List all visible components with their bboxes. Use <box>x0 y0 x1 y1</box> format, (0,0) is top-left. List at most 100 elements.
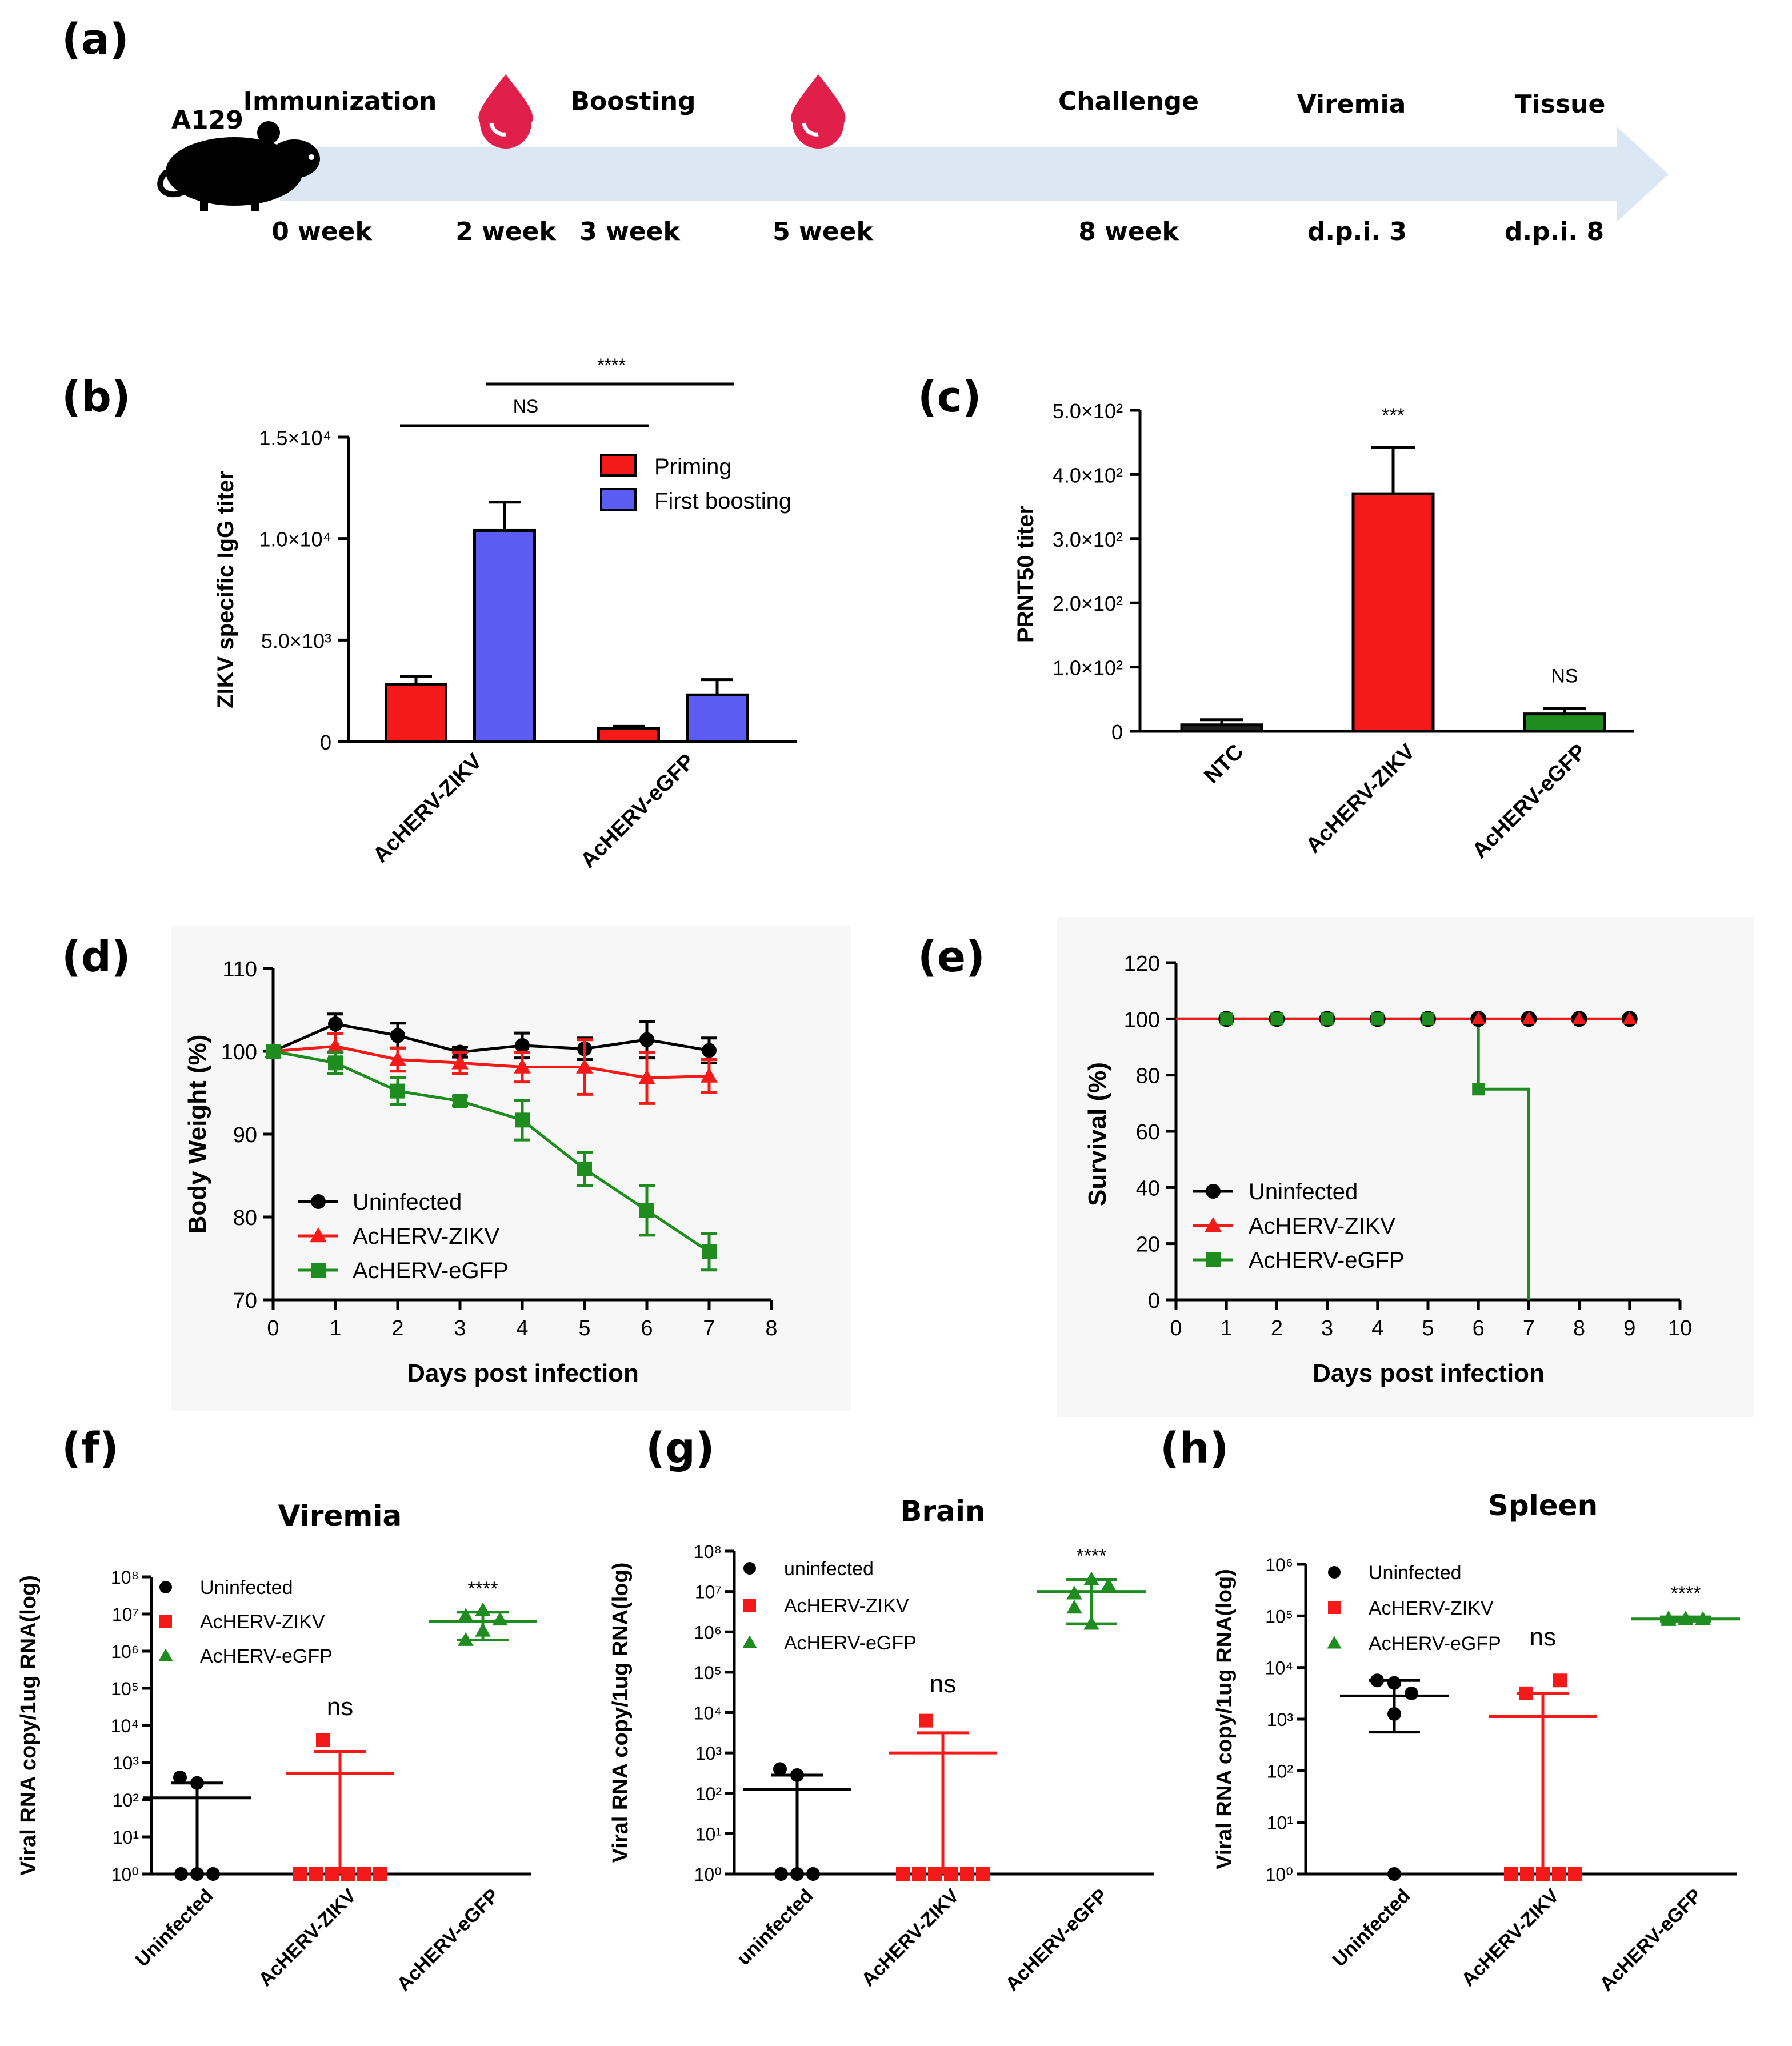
data-point <box>1083 1616 1099 1630</box>
data-point <box>1519 1686 1533 1700</box>
legend-label: Uninfected <box>200 1577 293 1599</box>
data-point <box>919 1713 933 1728</box>
event-label-immunization: Immunization <box>243 87 437 116</box>
y-tick-label: 10⁴ <box>111 1716 139 1736</box>
bar <box>597 727 660 743</box>
significance-label: NS <box>513 396 538 417</box>
data-point <box>515 1112 530 1128</box>
x-tick-label: 2 <box>391 1316 403 1340</box>
legend-label: AcHERV-eGFP <box>784 1632 917 1654</box>
bar <box>1180 723 1263 733</box>
data-point <box>1387 1676 1401 1690</box>
significance-label: *** <box>1382 405 1405 426</box>
data-point <box>702 1043 717 1058</box>
chart-f-viremia: Viremia 10⁰ 10¹ 10² 10³ 10⁴ 10⁵ 10⁶ 10⁷ 10⁸ Viral … <box>17 1499 537 1995</box>
y-tick-label: 10⁷ <box>695 1582 722 1603</box>
x-tick-label: AcHERV-eGFP <box>1467 740 1591 863</box>
y-tick-label: 10³ <box>1267 1709 1294 1730</box>
y-axis-title: PRNT50 titer <box>1013 506 1038 643</box>
panel-label-b: (b) <box>62 373 131 422</box>
panel-label-d: (d) <box>62 932 131 982</box>
legend-label: AcHERV-ZIKV <box>1369 1597 1494 1619</box>
data-point <box>458 1608 474 1622</box>
series-line <box>272 1022 710 1054</box>
bar <box>473 528 536 743</box>
data-point <box>475 1623 491 1637</box>
x-tick-label: uninfected <box>733 1885 817 1969</box>
legend-label: AcHERV-ZIKV <box>1249 1214 1395 1239</box>
data-point <box>806 1867 820 1881</box>
x-tick-label: 8 <box>1573 1316 1585 1340</box>
x-tick-label: 8 <box>765 1316 777 1340</box>
x-tick-label: AcHERV-eGFP <box>576 750 699 873</box>
y-tick-label: 10⁵ <box>1265 1606 1293 1627</box>
x-tick-label: AcHERV-ZIKV <box>1457 1885 1563 1991</box>
x-tick-label: AcHERV-eGFP <box>1595 1885 1706 1995</box>
data-point <box>912 1867 926 1881</box>
x-tick-label: 10 <box>1668 1316 1692 1340</box>
x-axis-title: Days post infection <box>407 1359 639 1387</box>
data-point <box>1471 1011 1486 1024</box>
legend-marker <box>310 1227 327 1243</box>
legend-label: AcHERV-eGFP <box>353 1258 509 1283</box>
data-point <box>357 1867 371 1881</box>
y-tick-label: 10² <box>695 1784 722 1804</box>
data-point <box>928 1867 942 1881</box>
data-point <box>1521 1011 1537 1024</box>
data-point <box>896 1867 910 1881</box>
legend-label: AcHERV-eGFP <box>1369 1633 1501 1655</box>
bar <box>385 683 447 743</box>
data-point <box>328 1055 343 1071</box>
x-tick-label: 6 <box>641 1316 653 1340</box>
data-point <box>515 1038 530 1053</box>
chart-g-brain: Brain 10⁰ 10¹ 10² 10³ 10⁴ 10⁵ 10⁶ 10⁷ 10⁸ Viral RN… <box>609 1495 1154 1995</box>
data-point <box>774 1867 788 1881</box>
y-tick-label: 90 <box>233 1123 257 1147</box>
data-point <box>1270 1012 1283 1026</box>
y-tick-label: 1.0×10² <box>1053 656 1123 680</box>
timeline: A129 Immunization Boosting Challenge Vir… <box>157 74 1669 246</box>
data-point <box>638 1069 655 1084</box>
x-tick-label: 3 <box>454 1316 466 1340</box>
x-tick-label: 5 <box>1422 1316 1434 1340</box>
event-label-tissue: Tissue <box>1515 90 1606 119</box>
bar <box>1351 492 1435 733</box>
chart-c-prnt50: 0 1.0×10² 2.0×10² 3.0×10² 4.0×10² 5.0×10² PRNT… <box>1013 399 1634 863</box>
y-tick-label: 10⁴ <box>1265 1658 1293 1679</box>
data-point <box>790 1867 804 1881</box>
data-point <box>1387 1867 1401 1881</box>
significance-label: ns <box>930 1670 956 1698</box>
legend-marker <box>1206 1252 1221 1267</box>
x-tick-label: 0 <box>267 1316 279 1340</box>
legend-marker <box>1206 1184 1221 1199</box>
panel-label-h: (h) <box>1160 1424 1229 1473</box>
data-point <box>174 1867 188 1881</box>
panel-label-e: (e) <box>918 932 985 982</box>
time-label: 3 week <box>579 217 681 246</box>
data-point <box>451 1054 469 1070</box>
x-tick-label: 0 <box>1170 1316 1182 1340</box>
time-label: d.p.i. 3 <box>1307 217 1407 246</box>
data-point <box>514 1058 531 1074</box>
data-point <box>190 1776 204 1790</box>
plot-background <box>171 926 851 1411</box>
data-point <box>960 1867 974 1881</box>
data-point <box>1220 1012 1233 1026</box>
data-point <box>1066 1600 1082 1614</box>
x-tick-label: 6 <box>1473 1316 1485 1340</box>
y-tick-label: 10⁵ <box>111 1679 139 1699</box>
data-point <box>328 1016 343 1032</box>
x-tick-label: 9 <box>1623 1316 1635 1340</box>
y-tick-label: 70 <box>233 1289 257 1313</box>
y-tick-label: 10⁰ <box>1266 1864 1293 1885</box>
data-point <box>1678 1611 1694 1625</box>
legend-label: AcHERV-ZIKV <box>200 1611 325 1633</box>
chart-h-spleen: Spleen 10⁰ 10¹ 10² 10³ 10⁴ 10⁵ 10⁶ Viral RNA cop… <box>1213 1489 1740 1995</box>
panel-label-a: (a) <box>62 15 129 64</box>
legend-marker <box>743 1599 756 1612</box>
data-point <box>327 1038 344 1053</box>
data-point <box>773 1762 787 1776</box>
y-tick-label: 10⁷ <box>112 1604 139 1625</box>
legend-marker <box>742 1635 757 1648</box>
